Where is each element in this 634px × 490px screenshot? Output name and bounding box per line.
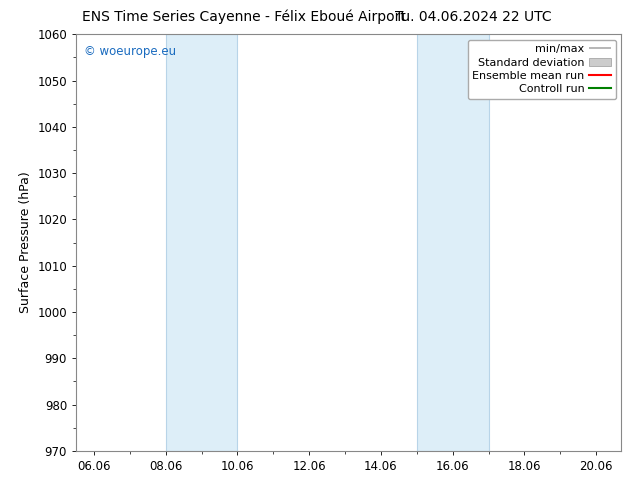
Bar — [417, 34, 489, 451]
Text: ENS Time Series Cayenne - Félix Eboué Airport: ENS Time Series Cayenne - Félix Eboué Ai… — [82, 10, 406, 24]
Text: © woeurope.eu: © woeurope.eu — [84, 45, 176, 58]
Legend: min/max, Standard deviation, Ensemble mean run, Controll run: min/max, Standard deviation, Ensemble me… — [468, 40, 616, 99]
Y-axis label: Surface Pressure (hPa): Surface Pressure (hPa) — [19, 172, 32, 314]
Text: Tu. 04.06.2024 22 UTC: Tu. 04.06.2024 22 UTC — [395, 10, 552, 24]
Bar — [165, 34, 238, 451]
